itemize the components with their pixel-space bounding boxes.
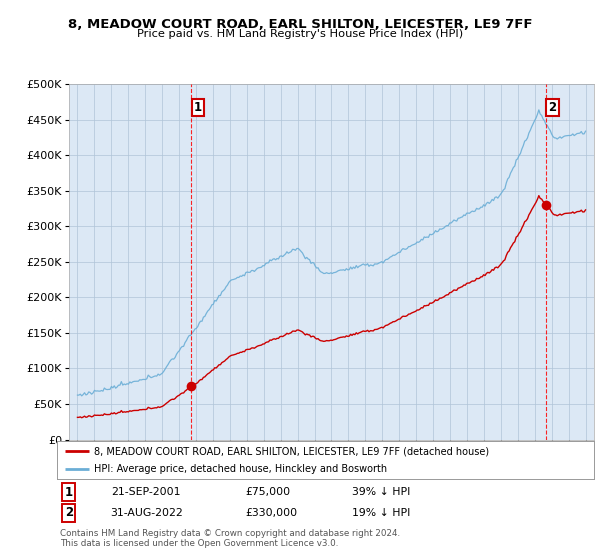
Text: 31-AUG-2022: 31-AUG-2022 bbox=[111, 507, 184, 517]
Text: Contains HM Land Registry data © Crown copyright and database right 2024.
This d: Contains HM Land Registry data © Crown c… bbox=[60, 529, 400, 548]
Text: 2: 2 bbox=[548, 101, 557, 114]
Text: 21-SEP-2001: 21-SEP-2001 bbox=[111, 487, 180, 497]
Text: 19% ↓ HPI: 19% ↓ HPI bbox=[352, 507, 411, 517]
Text: 1: 1 bbox=[65, 486, 73, 498]
Text: 8, MEADOW COURT ROAD, EARL SHILTON, LEICESTER, LE9 7FF: 8, MEADOW COURT ROAD, EARL SHILTON, LEIC… bbox=[68, 18, 532, 31]
Text: £75,000: £75,000 bbox=[245, 487, 290, 497]
Text: Price paid vs. HM Land Registry's House Price Index (HPI): Price paid vs. HM Land Registry's House … bbox=[137, 29, 463, 39]
Text: £330,000: £330,000 bbox=[245, 507, 297, 517]
Text: 8, MEADOW COURT ROAD, EARL SHILTON, LEICESTER, LE9 7FF (detached house): 8, MEADOW COURT ROAD, EARL SHILTON, LEIC… bbox=[94, 446, 488, 456]
Text: 39% ↓ HPI: 39% ↓ HPI bbox=[352, 487, 411, 497]
Text: 2: 2 bbox=[65, 506, 73, 519]
Text: HPI: Average price, detached house, Hinckley and Bosworth: HPI: Average price, detached house, Hinc… bbox=[94, 464, 386, 474]
Text: 1: 1 bbox=[194, 101, 202, 114]
